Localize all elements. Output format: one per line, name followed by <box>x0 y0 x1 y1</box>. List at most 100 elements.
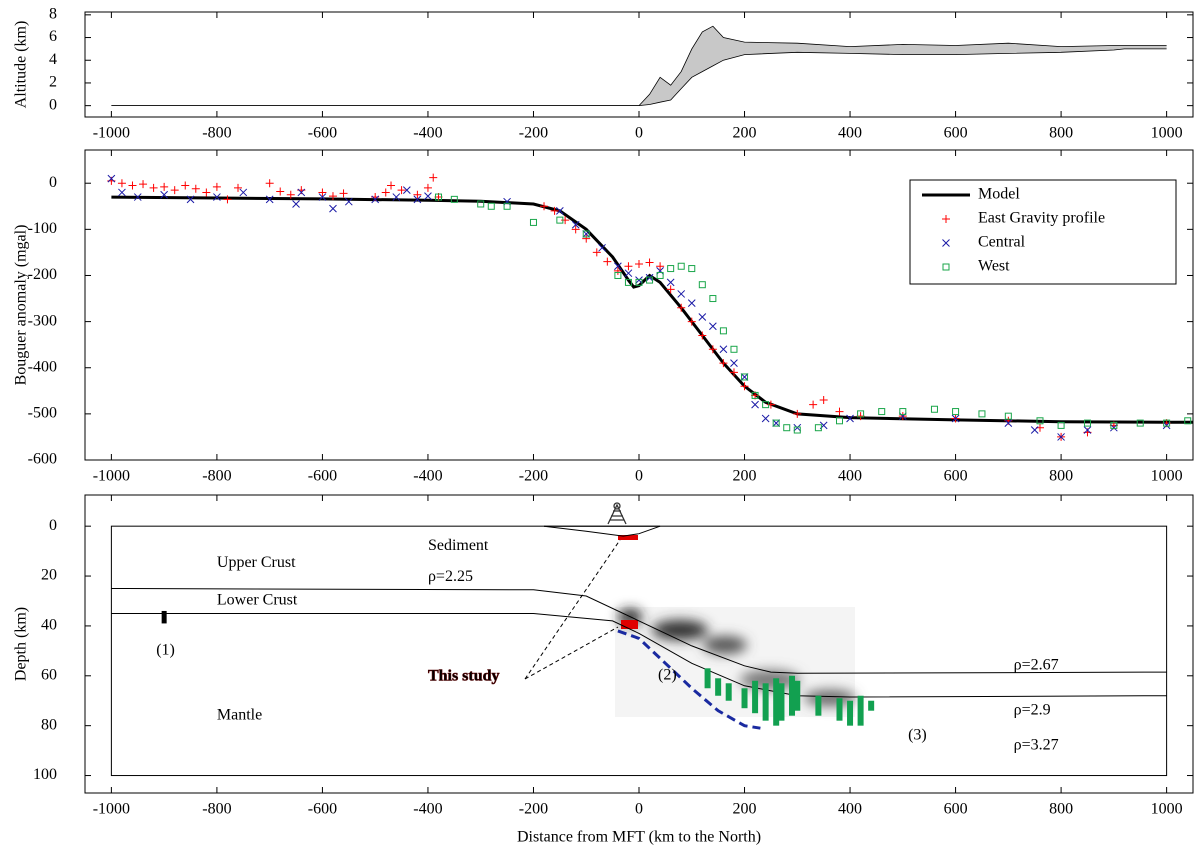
receiver-bar <box>762 683 769 721</box>
marker-plus <box>397 186 406 195</box>
marker-cross <box>951 414 960 423</box>
marker-plus <box>645 258 654 267</box>
marker-plus <box>687 317 696 326</box>
marker-square <box>942 263 950 271</box>
marker-plus <box>592 248 601 257</box>
station-icon <box>607 502 627 525</box>
marker-cross <box>413 195 422 204</box>
annotation: (3) <box>908 726 927 743</box>
x-tick-label: 800 <box>1049 125 1073 142</box>
marker-cross <box>761 414 770 423</box>
marker-square <box>741 373 749 381</box>
marker-plus <box>835 407 844 416</box>
marker-plus <box>202 188 211 197</box>
y-tick-label: -400 <box>28 358 57 375</box>
x-tick-label: 0 <box>635 125 643 142</box>
receiver-bar <box>715 678 722 696</box>
x-tick-label: -1000 <box>93 125 130 142</box>
marker-square <box>698 281 706 289</box>
marker-plus <box>265 179 274 188</box>
receiver-bar <box>857 695 864 726</box>
marker-plus <box>624 262 633 271</box>
marker-cross <box>118 188 126 197</box>
marker-square <box>529 218 537 226</box>
marker-cross <box>793 423 802 432</box>
x-tick-label: 600 <box>944 801 968 818</box>
marker-cross <box>186 195 195 204</box>
marker-square <box>582 230 590 238</box>
marker-cross <box>614 262 622 271</box>
marker-cross <box>424 192 432 200</box>
annotation: Mantle <box>217 706 262 723</box>
marker-plus <box>719 359 728 368</box>
x-tick-label: -200 <box>519 801 548 818</box>
marker-cross <box>1030 426 1039 434</box>
y-axis-label: Depth (km) <box>13 607 30 681</box>
marker-cross <box>719 345 728 354</box>
marker-cross <box>698 313 707 321</box>
marker-plus <box>613 266 622 275</box>
marker-plus <box>550 206 559 215</box>
seismometer-tower <box>607 503 627 525</box>
marker-plus <box>635 259 643 268</box>
x-tick-label: 800 <box>1049 801 1073 818</box>
marker-plus <box>603 257 612 266</box>
y-tick-label: 6 <box>49 28 57 45</box>
marker-square <box>656 271 664 279</box>
x-tick-label: -1000 <box>93 468 130 485</box>
annotation: (2) <box>658 666 677 683</box>
marker-cross <box>265 195 274 204</box>
marker-cross <box>677 290 686 298</box>
x-tick-label: 400 <box>838 468 862 485</box>
x-tick-label: 600 <box>944 125 968 142</box>
marker-plus <box>571 225 580 234</box>
marker-plus <box>809 400 818 409</box>
interface-line <box>543 525 661 537</box>
marker-square <box>762 401 770 409</box>
legend-label: West <box>978 258 1010 275</box>
y-tick-label: 2 <box>49 74 57 91</box>
y-tick-label: -500 <box>28 405 57 422</box>
marker-plus <box>223 195 232 204</box>
receiver-bar <box>752 680 759 714</box>
marker-square <box>783 424 791 432</box>
marker-cross <box>318 193 327 201</box>
leader-lines <box>524 539 621 680</box>
marker-plus <box>117 179 126 188</box>
marker-plus <box>276 187 285 196</box>
y-tick-label: 0 <box>49 517 57 534</box>
interface-line <box>111 588 1167 674</box>
x-tick-label: -200 <box>519 125 548 142</box>
marker-square <box>1163 419 1171 427</box>
annotation: Sediment <box>428 537 489 554</box>
x-tick-label: -400 <box>413 468 442 485</box>
marker-square <box>667 265 675 273</box>
marker-square <box>730 345 738 353</box>
marker-plus <box>793 409 802 418</box>
marker-square <box>556 216 564 224</box>
marker-cross <box>1162 421 1171 430</box>
marker-square <box>635 278 643 286</box>
marker-square <box>857 410 865 418</box>
y-tick-label: -100 <box>28 220 57 237</box>
legend-label: Model <box>978 186 1020 203</box>
y-tick-label: -600 <box>28 451 57 468</box>
marker-cross <box>740 373 749 381</box>
y-axis-label: Altitude (km) <box>13 21 30 109</box>
leader-line <box>524 539 621 680</box>
receiver-bar <box>847 700 854 726</box>
legend-box <box>909 179 1177 285</box>
marker-plus <box>286 190 295 199</box>
x-tick-label: 0 <box>635 801 643 818</box>
receiver-bar <box>741 688 748 709</box>
annotation: Upper Crust <box>217 554 296 571</box>
x-axis-label: Distance from MFT (km to the North) <box>517 829 761 846</box>
marker-cross <box>772 419 781 427</box>
receiver-bar <box>778 683 785 721</box>
receiver-bar <box>789 675 796 716</box>
marker-cross <box>213 193 221 201</box>
marker-square <box>487 202 495 210</box>
y-tick-label: 60 <box>41 666 57 683</box>
marker-cross <box>751 400 759 409</box>
marker-1-bar <box>161 610 167 624</box>
